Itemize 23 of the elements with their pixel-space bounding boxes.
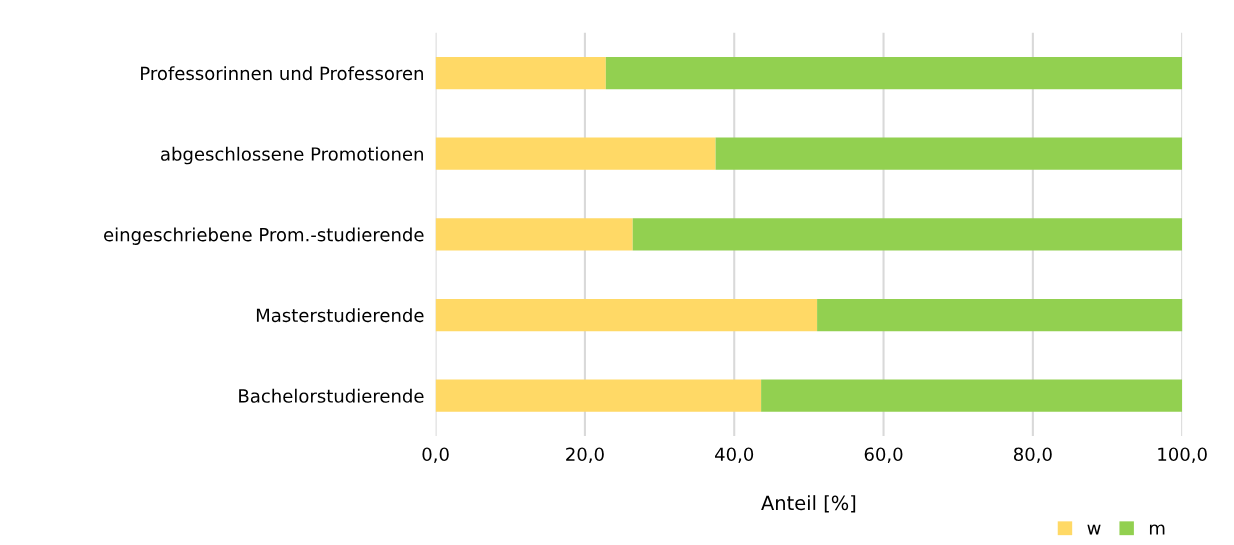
bar	[715, 137, 1183, 170]
x-tick-label: 0,0	[422, 447, 449, 463]
bar	[435, 298, 818, 332]
bar	[605, 56, 1183, 90]
x-tick-label: 20,0	[566, 447, 604, 463]
x-axis-title: Anteil [%]	[761, 495, 856, 513]
bar	[435, 137, 716, 170]
x-tick-label: 80,0	[1013, 447, 1052, 463]
bar	[435, 218, 633, 251]
y-tick-label: Bachelorstudierende	[239, 388, 424, 403]
y-tick-label: Masterstudierende	[256, 308, 424, 323]
bar	[435, 56, 606, 90]
x-tick-label: 60,0	[864, 447, 903, 463]
bar	[435, 379, 762, 412]
y-tick-label: Professorinnen und Professoren	[141, 66, 423, 81]
bar	[761, 379, 1183, 412]
legend-label: m	[1149, 524, 1165, 535]
legend-label: w	[1087, 524, 1101, 535]
y-tick-label: abgeschlossene Promotionen	[161, 146, 423, 165]
x-tick-label: 100,0	[1158, 447, 1207, 463]
bar	[632, 218, 1183, 251]
x-tick-label: 40,0	[715, 447, 754, 463]
y-tick-label: eingeschriebene Prom.-studierende	[104, 227, 424, 245]
